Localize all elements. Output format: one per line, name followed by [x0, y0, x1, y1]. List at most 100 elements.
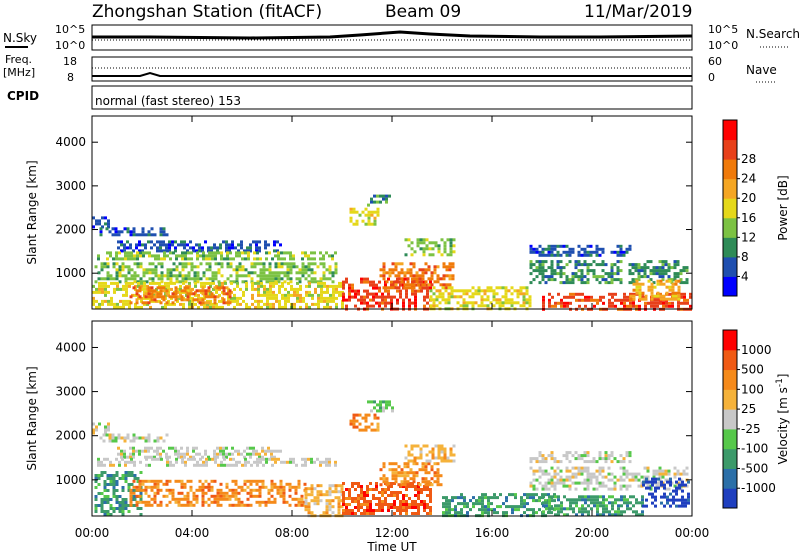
data-cell: [387, 292, 390, 296]
data-cell: [180, 243, 183, 247]
data-cell: [553, 475, 557, 479]
data-cell: [547, 253, 551, 257]
data-cell: [101, 216, 104, 220]
y-tick-label: 1000: [55, 473, 86, 487]
data-cell: [289, 262, 293, 266]
data-cell: [411, 289, 414, 293]
data-cell: [535, 250, 539, 254]
data-cell: [441, 295, 445, 299]
data-cell: [619, 484, 623, 488]
data-cell: [184, 251, 187, 255]
data-cell: [186, 449, 189, 453]
data-cell: [164, 305, 167, 309]
data-cell: [349, 419, 353, 423]
data-cell: [658, 275, 662, 279]
data-cell: [526, 496, 529, 500]
data-cell: [281, 296, 284, 300]
data-cell: [444, 298, 448, 302]
data-cell: [391, 262, 395, 266]
data-cell: [622, 253, 626, 257]
data-cell: [259, 271, 263, 275]
data-cell: [235, 251, 238, 255]
data-cell: [556, 481, 560, 485]
data-cell: [244, 268, 248, 272]
data-cell: [673, 275, 677, 279]
data-cell: [408, 503, 411, 506]
data-cell: [366, 304, 369, 308]
data-cell: [586, 272, 590, 276]
data-cell: [575, 513, 578, 517]
data-cell: [460, 496, 463, 500]
data-cell: [228, 292, 232, 296]
data-cell: [586, 281, 590, 285]
data-cell: [316, 457, 319, 461]
data-cell: [255, 452, 258, 456]
data-cell: [337, 496, 341, 500]
data-cell: [413, 459, 417, 463]
data-cell: [244, 463, 247, 467]
data-cell: [335, 302, 338, 306]
data-cell: [164, 302, 167, 306]
data-cell: [601, 481, 605, 485]
data-cell: [207, 301, 211, 305]
data-cell: [241, 268, 245, 272]
data-cell: [574, 272, 578, 276]
data-cell: [205, 257, 208, 261]
data-cell: [342, 482, 345, 485]
data-cell: [493, 511, 496, 515]
data-cell: [205, 254, 208, 258]
data-cell: [598, 472, 602, 476]
data-cell: [124, 471, 128, 474]
data-cell: [192, 455, 195, 459]
data-cell: [126, 240, 129, 244]
data-cell: [151, 271, 155, 275]
data-cell: [219, 243, 222, 247]
data-cell: [385, 280, 389, 284]
data-cell: [589, 244, 593, 248]
data-cell: [381, 488, 384, 491]
data-cell: [334, 251, 337, 255]
data-cell: [631, 478, 635, 482]
data-cell: [363, 295, 366, 299]
data-cell: [123, 243, 126, 247]
data-cell: [201, 246, 204, 250]
data-cell: [207, 497, 211, 501]
data-cell: [394, 468, 398, 472]
data-cell: [394, 480, 398, 484]
data-cell: [220, 265, 224, 269]
data-cell: [189, 479, 193, 483]
data-cell: [593, 504, 596, 508]
data-cell: [656, 304, 659, 308]
data-cell: [214, 257, 217, 261]
data-cell: [436, 483, 440, 487]
data-cell: [195, 298, 199, 302]
data-cell: [316, 265, 320, 269]
data-cell: [174, 249, 177, 253]
data-cell: [547, 481, 551, 485]
data-cell: [159, 249, 162, 253]
data-cell: [432, 298, 436, 302]
data-cell: [620, 301, 623, 305]
data-cell: [320, 287, 323, 291]
data-cell: [123, 227, 127, 231]
freq-label-2: [MHz]: [3, 66, 35, 79]
data-cell: [667, 266, 671, 270]
data-cell: [307, 511, 311, 515]
data-cell: [342, 283, 345, 287]
data-cell: [289, 277, 293, 281]
data-cell: [595, 469, 599, 473]
data-cell: [662, 301, 665, 305]
data-cell: [681, 480, 684, 484]
data-cell: [251, 302, 254, 306]
data-cell: [666, 495, 669, 499]
data-cell: [190, 257, 193, 261]
data-cell: [623, 304, 626, 308]
colorbar-swatch: [723, 178, 737, 199]
data-cell: [144, 243, 147, 247]
data-cell: [601, 263, 605, 267]
data-cell: [281, 293, 284, 297]
data-cell: [234, 494, 238, 498]
data-cell: [505, 505, 508, 509]
data-cell: [679, 278, 683, 282]
data-cell: [681, 501, 684, 505]
